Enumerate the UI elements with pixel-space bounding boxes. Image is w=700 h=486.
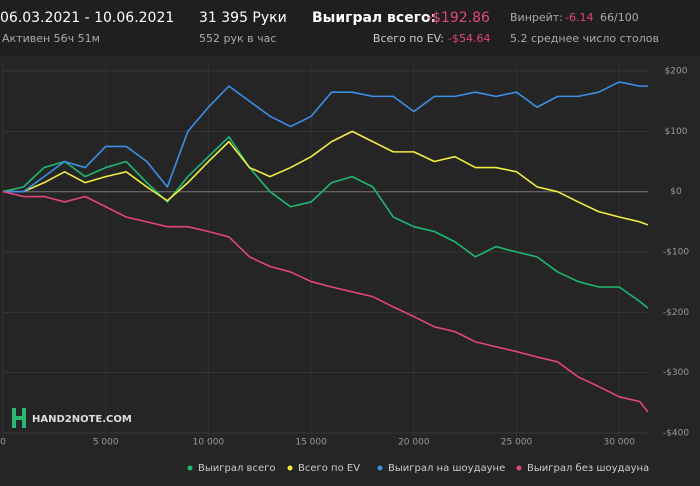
legend-marker bbox=[287, 465, 293, 471]
legend-label: Выиграл на шоудауне bbox=[388, 463, 505, 474]
logo-icon bbox=[12, 416, 26, 420]
series-line bbox=[2, 190, 649, 413]
logo: HAND2NOTE.COM bbox=[32, 414, 132, 425]
series-line bbox=[3, 81, 648, 193]
hands-per-hour: 552 рук в час bbox=[199, 32, 276, 45]
legend-marker bbox=[187, 465, 193, 471]
winrate-value: -6.14 bbox=[565, 11, 593, 24]
y-tick-label: -$300 bbox=[663, 368, 689, 378]
x-tick-label: 15 000 bbox=[295, 438, 327, 448]
x-tick-label: 0 bbox=[0, 438, 6, 448]
won-value: -$192.86 bbox=[427, 10, 490, 26]
legend-marker bbox=[516, 465, 522, 471]
x-tick-label: 20 000 bbox=[398, 438, 430, 448]
ev-label: Всего по EV: bbox=[373, 32, 444, 45]
y-tick-label: -$200 bbox=[663, 308, 689, 318]
y-tick-label: -$400 bbox=[663, 428, 689, 438]
series-line bbox=[2, 136, 649, 309]
legend-label: Всего по EV bbox=[298, 463, 360, 474]
hands: 31 395 Руки bbox=[199, 10, 287, 26]
legend-marker bbox=[377, 465, 383, 471]
active-time: Активен 56ч 51м bbox=[2, 32, 100, 45]
x-tick-label: 30 000 bbox=[603, 438, 635, 448]
ev-value: -$54.64 bbox=[448, 32, 490, 45]
winrate-unit: 66/100 bbox=[600, 11, 639, 24]
x-tick-label: 25 000 bbox=[501, 438, 533, 448]
y-tick-label: $200 bbox=[665, 67, 688, 77]
y-tick-label: $0 bbox=[670, 187, 682, 197]
legend-label: Выиграл всего bbox=[198, 463, 275, 474]
x-tick-label: 10 000 bbox=[193, 438, 225, 448]
y-tick-label: -$100 bbox=[663, 248, 689, 258]
tables: 5.2 среднее число столов bbox=[510, 32, 659, 45]
y-tick-label: $100 bbox=[665, 127, 688, 137]
header-bg bbox=[0, 0, 700, 56]
date-range: 06.03.2021 - 10.06.2021 bbox=[0, 10, 174, 26]
x-tick-label: 5 000 bbox=[93, 438, 119, 448]
winrate-label: Винрейт: bbox=[510, 11, 563, 24]
series-line bbox=[3, 130, 649, 226]
legend-label: Выиграл без шоудауна bbox=[527, 463, 649, 474]
won-label: Выиграл всего: bbox=[312, 10, 436, 26]
